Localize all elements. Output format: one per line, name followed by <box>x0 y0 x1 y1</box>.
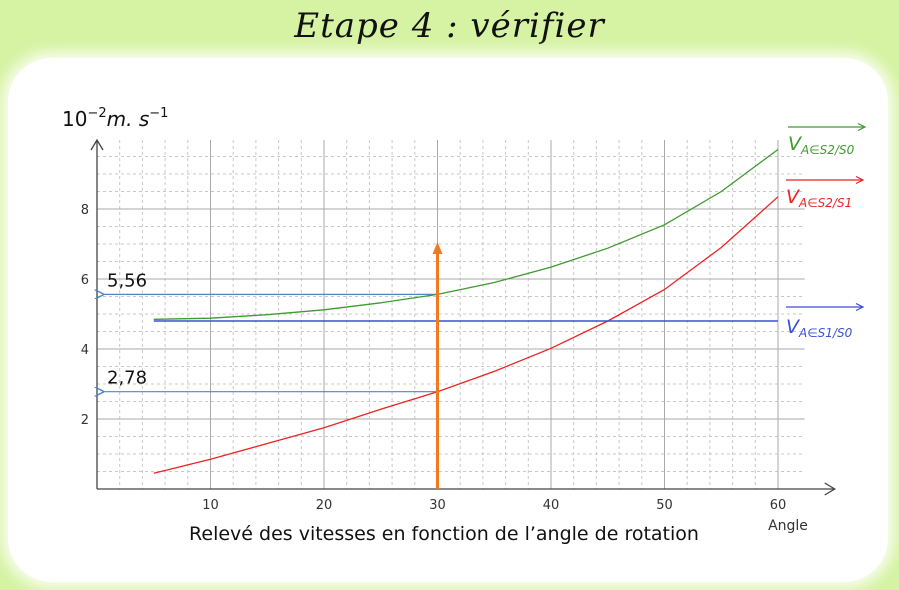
x-tick-label: 40 <box>543 498 560 513</box>
slide-title: Etape 4 : vérifier <box>294 6 605 46</box>
series-label-subscript: A∈S1/S0 <box>798 326 853 340</box>
y-tick-label: 8 <box>81 203 89 218</box>
x-axis-label: Angle <box>768 518 808 534</box>
minor-grid <box>97 140 805 489</box>
chart-panel <box>8 58 888 582</box>
series-line-2 <box>153 196 779 474</box>
vector-arrow-head <box>855 302 865 312</box>
axes <box>90 138 836 496</box>
x-tick-label: 10 <box>202 498 219 513</box>
annotation-label: 2,78 <box>107 368 147 389</box>
series-line-1 <box>153 148 779 320</box>
orange-marker-arrowhead <box>432 242 443 254</box>
series-label: VA∈S2/S1 <box>786 186 852 210</box>
series-label-main: V <box>788 133 803 155</box>
y-axis-unit-label: 10−2m. s−1 <box>62 106 168 131</box>
series-label-main: V <box>786 186 801 208</box>
x-axis-arrow <box>824 482 836 496</box>
tick-labels: 10 20 30 40 50 60 2 4 6 8 <box>81 203 787 513</box>
series-label: VA∈S2/S0 <box>788 133 855 157</box>
series-label-subscript: A∈S2/S1 <box>798 196 852 210</box>
chart-caption: Relevé des vitesses en fonction de l’ang… <box>189 523 699 545</box>
x-tick-label: 50 <box>656 498 673 513</box>
series-label-subscript: A∈S2/S0 <box>800 143 855 157</box>
x-tick-label: 20 <box>316 498 333 513</box>
series-label: VA∈S1/S0 <box>786 316 853 340</box>
value-annotations: 5,56 2,78 <box>103 270 438 391</box>
vector-arrow-head <box>857 122 867 132</box>
annotation-label: 5,56 <box>107 270 147 291</box>
y-tick-label: 6 <box>81 273 89 288</box>
x-tick-label: 30 <box>429 498 446 513</box>
angle-marker <box>432 242 443 489</box>
y-tick-label: 4 <box>81 343 89 358</box>
x-tick-label: 60 <box>770 498 787 513</box>
y-tick-label: 2 <box>81 413 89 428</box>
data-series <box>153 148 779 474</box>
vector-arrow-head <box>855 175 865 185</box>
y-axis-arrow <box>90 138 104 151</box>
series-label-main: V <box>786 316 801 338</box>
